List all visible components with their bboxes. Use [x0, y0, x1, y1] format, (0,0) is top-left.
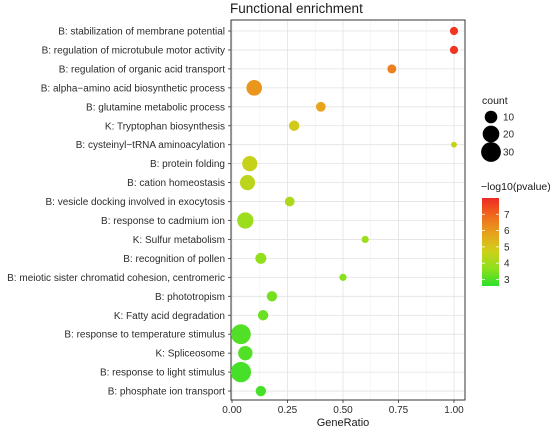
y-tick-label: B: response to cadmium ion: [101, 216, 225, 227]
plot-panel: [230, 19, 466, 401]
size-legend-label: 30: [503, 148, 515, 159]
size-legend-key: [482, 125, 500, 143]
data-point: [387, 64, 397, 74]
data-point: [255, 252, 267, 264]
plot-border: [230, 19, 466, 401]
y-tick-label: B: stabilization of membrane potential: [58, 27, 225, 38]
data-point: [449, 45, 459, 55]
y-tick-label: B: glutamine metabolic process: [86, 102, 225, 113]
x-axis-label: GeneRatio: [317, 417, 370, 429]
data-point: [242, 156, 258, 172]
y-tick-label: B: regulation of microtubule motor activ…: [42, 45, 225, 56]
color-legend-label: 6: [504, 226, 510, 237]
x-tick-label: 0.75: [389, 405, 409, 416]
y-tick-label: B: vesicle docking involved in exocytosi…: [45, 197, 225, 208]
chart-title: Functional enrichment: [230, 1, 363, 16]
data-point: [361, 235, 369, 244]
size-legend-label: 10: [503, 113, 515, 124]
color-legend-label: 4: [504, 259, 510, 270]
x-axis-ticks: 0.00 0.25 0.50 0.75 1.00: [222, 400, 464, 416]
data-point: [230, 361, 252, 383]
data-point: [288, 120, 300, 131]
y-tick-label: B: alpha−amino acid biosynthetic process: [41, 83, 225, 94]
data-point: [315, 101, 326, 112]
y-axis-labels: B: stabilization of membrane potential B:…: [7, 27, 231, 398]
color-legend-title: −log10(pvalue): [481, 181, 550, 193]
data-point: [339, 273, 347, 281]
y-tick-label: B: protein folding: [150, 159, 225, 170]
y-tick-label: B: response to light stimulus: [100, 368, 225, 379]
data-point: [237, 212, 254, 229]
color-legend-label: 5: [504, 242, 510, 253]
color-legend-label: 7: [504, 210, 510, 221]
y-tick-label: B: cation homeostasis: [127, 178, 225, 189]
color-legend-label: 3: [504, 275, 510, 286]
x-tick-label: 0.00: [222, 405, 242, 416]
data-point: [284, 196, 295, 207]
data-point: [257, 310, 269, 321]
y-tick-label: B: meiotic sister chromatid cohesion, ce…: [7, 273, 225, 284]
color-bar: [482, 198, 499, 286]
data-point: [451, 141, 457, 148]
y-tick-label: B: cysteinyl−tRNA aminoacylation: [76, 140, 225, 151]
x-tick-label: 1.00: [444, 405, 464, 416]
y-tick-label: K: Tryptophan biosynthesis: [105, 121, 225, 132]
data-point: [230, 324, 251, 345]
y-tick-label: K: Spliceosome: [156, 349, 226, 360]
data-point: [246, 80, 262, 96]
y-tick-label: K: Sulfur metabolism: [133, 235, 225, 246]
data-point: [238, 345, 253, 361]
y-tick-label: B: regulation of organic acid transport: [59, 64, 225, 75]
x-tick-label: 0.50: [333, 405, 353, 416]
data-point: [449, 26, 459, 36]
data-point: [255, 385, 267, 397]
y-tick-label: K: Fatty acid degradation: [114, 311, 225, 322]
plot-frame: [230, 19, 466, 401]
size-legend-label: 20: [503, 130, 515, 141]
data-point: [266, 291, 278, 302]
y-tick-label: B: response to temperature stimulus: [64, 330, 225, 341]
y-tick-label: B: phototropism: [155, 292, 225, 303]
y-tick-label: B: phosphate ion transport: [108, 387, 226, 398]
x-tick-label: 0.25: [278, 405, 298, 416]
size-legend-key: [484, 110, 498, 124]
legend: count 10 20 30 −log10(pvalue) 3 4 5 6 7: [481, 95, 550, 286]
size-legend-key: [481, 142, 501, 162]
data-point: [239, 175, 256, 191]
y-tick-label: B: recognition of pollen: [123, 254, 225, 265]
size-legend-title: count: [482, 95, 508, 107]
